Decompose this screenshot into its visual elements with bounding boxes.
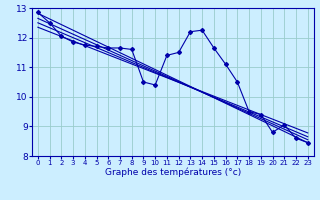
X-axis label: Graphe des températures (°c): Graphe des températures (°c): [105, 168, 241, 177]
